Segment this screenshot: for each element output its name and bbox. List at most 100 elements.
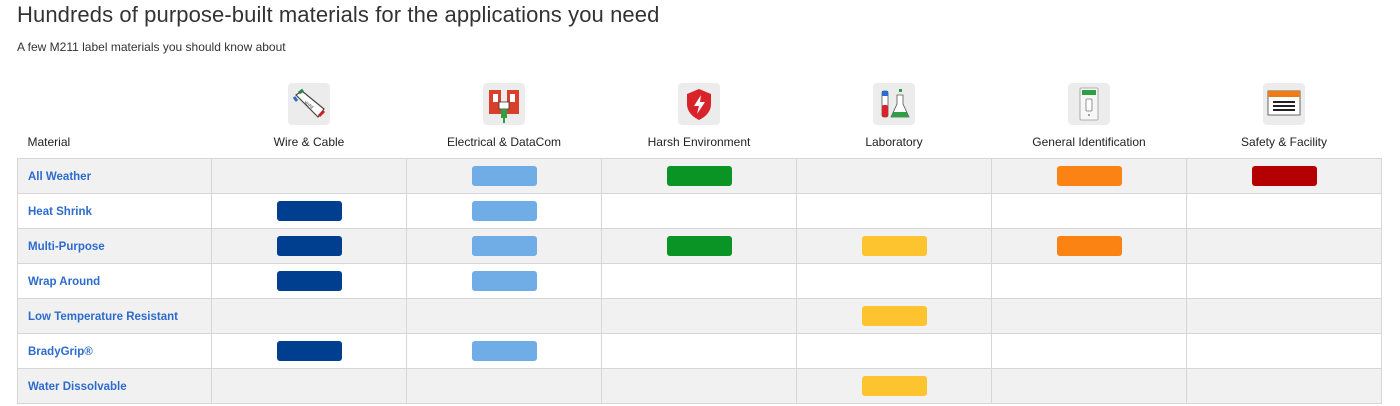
- cell-electrical: [406, 193, 602, 229]
- table-row: Multi-Purpose: [17, 228, 1382, 264]
- cell-wire: [211, 158, 407, 194]
- column-header-harsh-environment: Harsh Environment: [602, 70, 797, 159]
- material-link[interactable]: Multi-Purpose: [28, 241, 105, 253]
- column-label: Wire & Cable: [273, 135, 345, 149]
- availability-bar-wire: [276, 271, 342, 291]
- cell-general: [991, 193, 1187, 229]
- electrical-datacom-icon: [483, 83, 525, 125]
- laboratory-icon: [873, 83, 915, 125]
- availability-bar-wire: [276, 236, 342, 256]
- table-row: Wrap Around: [17, 263, 1382, 299]
- cell-lab: [796, 158, 992, 194]
- cell-electrical: [406, 263, 602, 299]
- cell-harsh: [601, 368, 797, 404]
- cell-wire: [211, 333, 407, 369]
- cell-harsh: [601, 263, 797, 299]
- material-column-header: Material: [27, 135, 71, 149]
- cell-lab: [796, 228, 992, 264]
- cell-harsh: [601, 158, 797, 194]
- material-cell: Multi-Purpose: [17, 228, 212, 264]
- page-title: Hundreds of purpose-built materials for …: [17, 2, 660, 27]
- column-label: Electrical & DataCom: [446, 135, 562, 149]
- cell-lab: [796, 368, 992, 404]
- table-row: BradyGrip®: [17, 333, 1382, 369]
- header-row: Material WIRE Wire & Cable: [18, 70, 1382, 159]
- material-cell: Water Dissolvable: [17, 368, 212, 404]
- availability-bar-harsh: [666, 236, 732, 256]
- material-link[interactable]: BradyGrip®: [28, 346, 93, 358]
- cell-wire: [211, 298, 407, 334]
- availability-bar-lab: [861, 236, 927, 256]
- material-cell: BradyGrip®: [17, 333, 212, 369]
- material-cell: Low Temperature Resistant: [17, 298, 212, 334]
- availability-bar-electrical: [471, 341, 537, 361]
- material-link[interactable]: Heat Shrink: [28, 206, 92, 218]
- cell-wire: [211, 228, 407, 264]
- column-header-wire-cable: WIRE Wire & Cable: [212, 70, 407, 159]
- column-header-safety-facility: Safety & Facility: [1187, 70, 1382, 159]
- cell-harsh: [601, 298, 797, 334]
- material-link[interactable]: Low Temperature Resistant: [28, 311, 178, 323]
- material-cell: All Weather: [17, 158, 212, 194]
- cell-general: [991, 263, 1187, 299]
- cell-lab: [796, 193, 992, 229]
- material-cell: Heat Shrink: [17, 193, 212, 229]
- cell-lab: [796, 298, 992, 334]
- column-header-general-identification: General Identification: [992, 70, 1187, 159]
- cell-electrical: [406, 298, 602, 334]
- availability-bar-wire: [276, 201, 342, 221]
- table-row: Heat Shrink: [17, 193, 1382, 229]
- page-subtitle: A few M211 label materials you should kn…: [17, 40, 286, 54]
- cell-general: [991, 298, 1187, 334]
- cell-wire: [211, 368, 407, 404]
- cell-general: [991, 333, 1187, 369]
- material-link[interactable]: Water Dissolvable: [28, 381, 127, 393]
- svg-text:WIRE: WIRE: [303, 100, 315, 111]
- availability-bar-electrical: [471, 166, 537, 186]
- availability-bar-general: [1056, 166, 1122, 186]
- material-link[interactable]: All Weather: [28, 171, 92, 183]
- cell-harsh: [601, 333, 797, 369]
- material-link[interactable]: Wrap Around: [28, 276, 101, 288]
- cell-lab: [796, 263, 992, 299]
- cell-electrical: [406, 228, 602, 264]
- harsh-environment-icon: [678, 83, 720, 125]
- availability-bar-general: [1056, 236, 1122, 256]
- cell-safety: [1186, 333, 1382, 369]
- cell-general: [991, 228, 1187, 264]
- cell-wire: [211, 263, 407, 299]
- cell-general: [991, 158, 1187, 194]
- cell-general: [991, 368, 1187, 404]
- cell-safety: [1186, 228, 1382, 264]
- availability-bar-safety: [1251, 166, 1317, 186]
- cell-electrical: [406, 333, 602, 369]
- availability-bar-lab: [861, 306, 927, 326]
- material-cell: Wrap Around: [17, 263, 212, 299]
- materials-matrix: Material WIRE Wire & Cable: [17, 70, 1382, 404]
- general-identification-icon: [1068, 83, 1110, 125]
- cell-lab: [796, 333, 992, 369]
- availability-bar-harsh: [666, 166, 732, 186]
- wire-cable-icon: WIRE: [288, 83, 330, 125]
- safety-facility-icon: [1263, 83, 1305, 125]
- column-label: Laboratory: [865, 135, 923, 149]
- table-row: Low Temperature Resistant: [17, 298, 1382, 334]
- column-header-electrical-datacom: Electrical & DataCom: [407, 70, 602, 159]
- column-label: General Identification: [1032, 135, 1146, 149]
- cell-harsh: [601, 228, 797, 264]
- column-label: Safety & Facility: [1240, 135, 1328, 149]
- cell-safety: [1186, 298, 1382, 334]
- column-header-laboratory: Laboratory: [797, 70, 992, 159]
- availability-bar-lab: [861, 376, 927, 396]
- cell-safety: [1186, 263, 1382, 299]
- table-row: All Weather: [17, 158, 1382, 194]
- column-label: Harsh Environment: [647, 135, 751, 149]
- materials-matrix-body: All Weather Heat Shrink Multi-Purpose Wrap …: [17, 158, 1382, 404]
- cell-electrical: [406, 158, 602, 194]
- availability-bar-electrical: [471, 271, 537, 291]
- cell-safety: [1186, 193, 1382, 229]
- availability-bar-wire: [276, 341, 342, 361]
- cell-wire: [211, 193, 407, 229]
- cell-harsh: [601, 193, 797, 229]
- table-row: Water Dissolvable: [17, 368, 1382, 404]
